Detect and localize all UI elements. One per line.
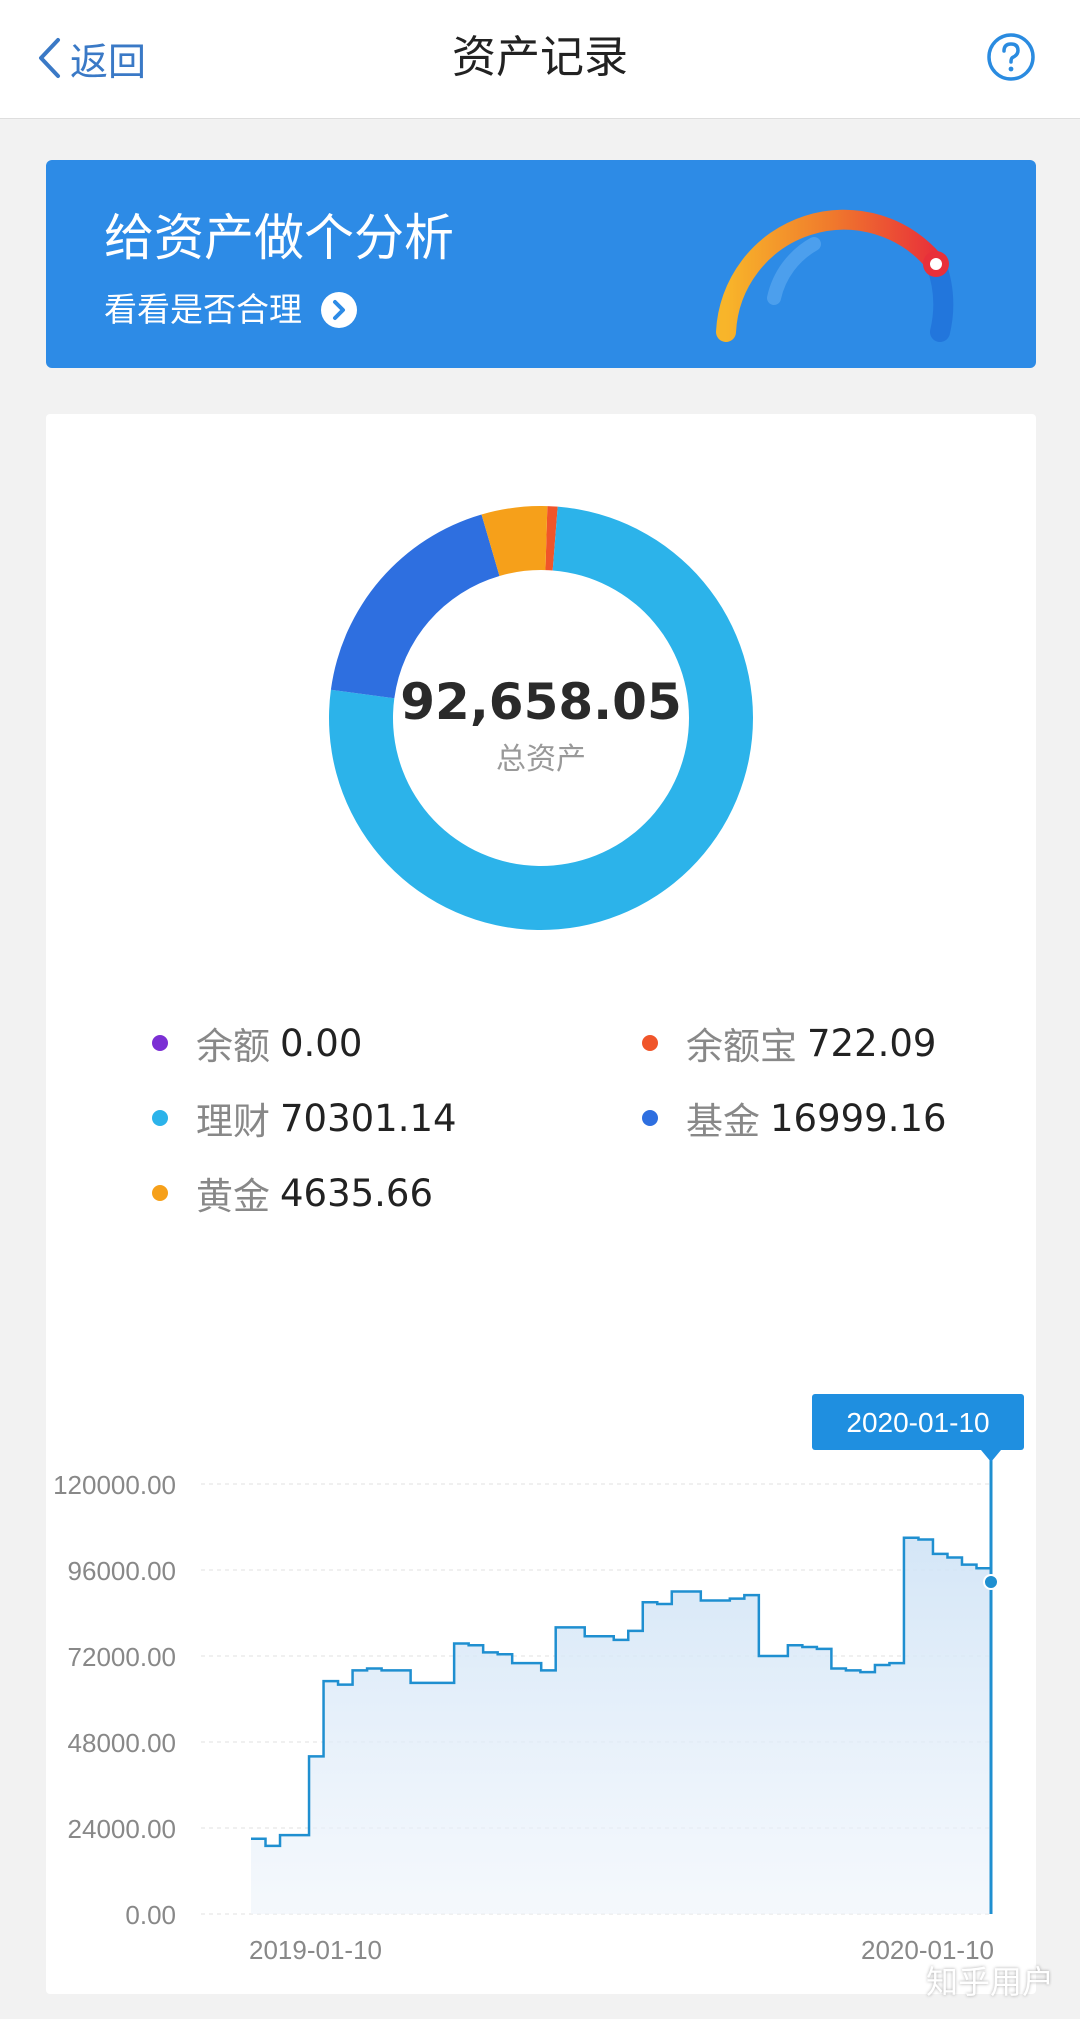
banner-subtitle-link[interactable]: 看看是否合理 [104,288,358,332]
legend-item-wealth: 理财 70301.14 [152,1093,457,1143]
cursor-point [983,1573,999,1590]
legend-label: 余额 [196,1025,270,1068]
legend-item-yuebao: 余额宝 722.09 [642,1018,936,1068]
question-circle-icon[interactable] [986,32,1036,82]
date-tooltip [812,1394,1024,1450]
total-assets-value: 92,658.05 [400,673,682,731]
total-assets-label: 总资产 [496,742,586,777]
watermark: 知乎用户 [925,1963,1054,2001]
asset-history-chart[interactable]: 120000.00 96000.00 72000.00 48000.00 24000.0… [46,1354,1036,1974]
y-tick-label: 48000.00 [68,1728,176,1758]
legend-value: 722.09 [807,1021,937,1065]
legend-value: 70301.14 [280,1096,457,1140]
legend-label: 余额宝 [686,1025,797,1068]
legend-dot [642,1110,658,1126]
banner-subtitle: 看看是否合理 [104,290,302,329]
chevron-left-icon [39,38,60,78]
donut-slice [545,506,558,571]
x-tick-label: 2020-01-10 [861,1935,994,1965]
legend-dot [152,1185,168,1201]
tooltip-pointer [981,1450,1001,1462]
y-tick-label: 72000.00 [68,1642,176,1672]
back-label: 返回 [70,39,147,84]
asset-history-chart-svg: 120000.00 96000.00 72000.00 48000.00 24000.0… [53,1394,1024,1965]
legend-label: 理财 [196,1100,270,1143]
series-line [251,1536,993,1848]
gauge-icon [716,209,954,342]
chevron-right-circle-icon [321,292,357,328]
legend-value: 4635.66 [280,1171,434,1215]
donut-slice [481,506,548,576]
legend-item-balance: 余额 0.00 [152,1018,362,1068]
legend-dot [152,1035,168,1051]
legend-value: 0.00 [280,1021,363,1065]
back-button[interactable]: 返回 [36,28,146,88]
asset-card: 92,658.05 总资产 余额 0.00 余额宝 722.09 理财 7030… [46,414,1036,1994]
asset-donut-chart [329,506,753,930]
legend-label: 黄金 [196,1175,270,1218]
legend-value: 16999.16 [770,1096,947,1140]
tooltip-label: 2020-01-10 [846,1407,989,1438]
legend-item-fund: 基金 16999.16 [642,1093,947,1143]
y-tick-label: 120000.00 [53,1470,176,1500]
y-tick-label: 96000.00 [68,1556,176,1586]
legend-dot [642,1035,658,1051]
series-area [251,1537,991,1914]
x-tick-label: 2019-01-10 [249,1935,382,1965]
legend-dot [152,1110,168,1126]
donut-slice [330,514,500,699]
donut-slice [329,506,753,930]
page-title: 资产记录 [452,32,628,83]
nav-bar: 返回 资产记录 [0,0,1080,119]
legend-item-gold: 黄金 4635.66 [152,1168,433,1218]
banner-title: 给资产做个分析 [104,209,454,267]
y-tick-label: 0.00 [125,1900,176,1930]
legend-label: 基金 [686,1100,760,1143]
asset-analysis-banner[interactable]: 给资产做个分析 看看是否合理 [46,160,1036,368]
y-tick-label: 24000.00 [68,1814,176,1844]
